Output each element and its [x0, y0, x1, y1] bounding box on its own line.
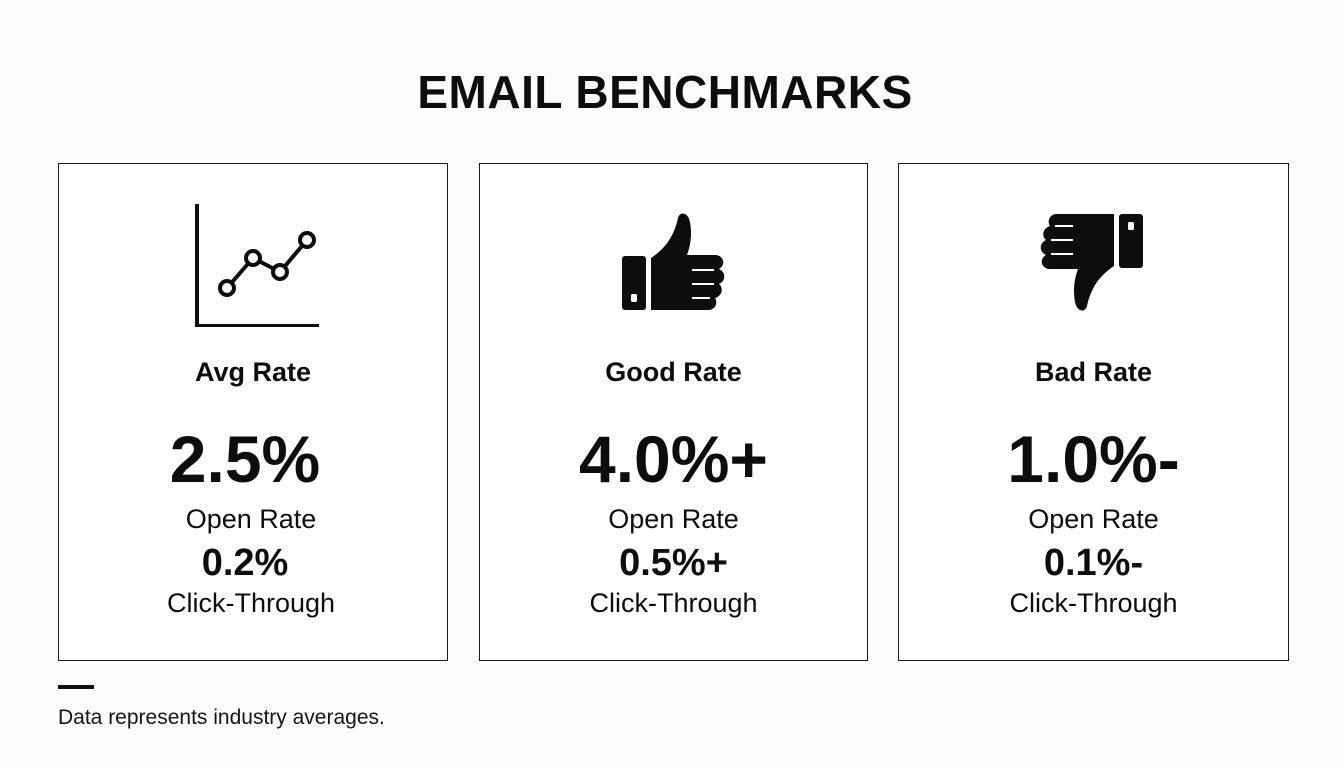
click-through-value: 0.1%-	[1043, 542, 1144, 584]
click-through-label: Click-Through	[589, 588, 758, 618]
click-through-label: Click-Through	[166, 588, 336, 618]
thumbs-up-icon	[622, 213, 725, 310]
open-rate-value: 2.5%	[169, 422, 321, 496]
click-through-label: Click-Through	[1009, 588, 1178, 618]
click-through-value: 0.5%+	[619, 542, 728, 584]
open-rate-label: Open Rate	[1028, 504, 1159, 534]
benchmark-card-good: Good Rate 4.0%+ Open Rate 0.5%+ Click-Th…	[479, 163, 868, 661]
benchmark-card-bad: Bad Rate 1.0%- Open Rate 0.1%- Click-Thr…	[898, 163, 1289, 661]
click-through-value: 0.2%	[201, 542, 289, 584]
page-title: EMAIL BENCHMARKS	[417, 66, 913, 118]
line-chart-icon	[195, 204, 319, 327]
card-label: Avg Rate	[194, 357, 312, 387]
open-rate-label: Open Rate	[185, 504, 317, 534]
thumbs-down-icon	[1040, 214, 1143, 311]
open-rate-value: 4.0%+	[579, 422, 768, 496]
open-rate-value: 1.0%-	[1007, 422, 1180, 496]
open-rate-label: Open Rate	[608, 504, 739, 534]
footer-divider	[58, 685, 94, 689]
card-label: Good Rate	[605, 357, 742, 387]
footer-note: Data represents industry averages.	[58, 706, 385, 729]
benchmark-card-average: Avg Rate 2.5% Open Rate 0.2% Click-Throu…	[58, 163, 448, 661]
card-label: Bad Rate	[1034, 357, 1153, 387]
